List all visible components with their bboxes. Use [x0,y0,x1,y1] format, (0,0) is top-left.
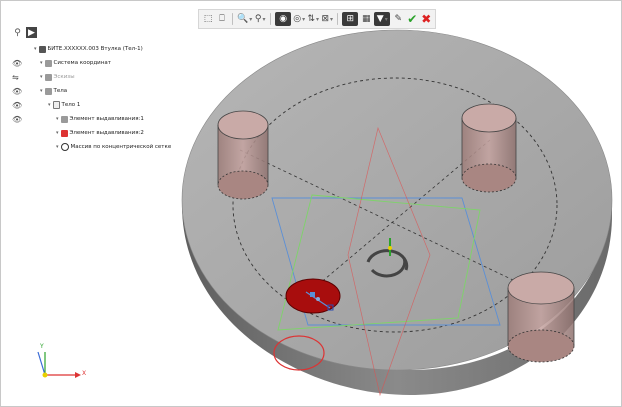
tree-node-icon [44,59,52,67]
tree-mode-icon[interactable]: ▶ [26,27,37,38]
construction-line-1 [239,149,556,301]
expand-arrow-icon[interactable]: ▾ [40,74,43,80]
dropdown-arrow-icon[interactable]: ▾ [249,15,253,23]
view-mode-icon[interactable]: ◎ ▾ [293,14,306,24]
expand-arrow-icon[interactable]: ▾ [40,60,43,66]
visibility-eye-icon[interactable]: 👁 [12,86,23,96]
visibility-eye-icon[interactable]: 👁 [12,58,23,68]
tree-node-label: Система координат [53,60,111,66]
dropdown-arrow-icon[interactable]: ▾ [330,15,334,23]
hole-cylinder-bottom-right [507,271,575,363]
pencil-icon[interactable]: ✎ [394,14,402,24]
pitch-circle [232,77,558,333]
sketch-red-outline [347,126,431,397]
dropdown-arrow-icon[interactable]: ▾ [384,15,388,23]
orient-icon[interactable]: ⚲ ▾ [254,14,266,24]
tree-node-label: БИТЕ.XXXXXX.003 Втулка (Тел-1) [47,46,143,52]
display-mode-icon[interactable]: ◉ [275,12,292,26]
tree-root[interactable]: ▾ БИТЕ.XXXXXX.003 Втулка (Тел-1) [12,42,202,56]
visibility-eye-icon[interactable]: ⇋ [12,72,19,82]
measure-icon[interactable]: ⊠ ▾ [321,14,334,24]
zoom-icon[interactable]: 🔍 ▾ [237,14,253,24]
tree-node-label: Элемент выдавливания:2 [69,130,144,136]
tree-coordinate-system[interactable]: 👁 ▾ Система координат [12,56,202,70]
tree-concentric-array[interactable]: ▾ Массив по концентрической сетке [12,140,202,154]
confirm-check-icon[interactable]: ✔ [407,12,418,26]
tree-node-icon [44,73,52,81]
dropdown-arrow-icon[interactable]: ▾ [316,15,320,23]
dropdown-arrow-icon[interactable]: ▾ [262,15,266,23]
constraints-icon[interactable]: ⊞ [342,12,359,26]
filter-icon[interactable]: ▼ ▾ [374,12,391,26]
sketch-plane-icon[interactable]: ⎕ [219,14,225,24]
tree-node-label: Тело 1 [61,102,81,108]
sketch-plane-green [277,194,481,331]
visibility-eye-icon[interactable]: 👁 [12,100,23,110]
filter-icon[interactable]: ⚲ [14,27,21,38]
axis-triad [37,351,81,378]
expand-arrow-icon[interactable]: ▾ [34,46,37,52]
toolbar-separator [270,13,272,25]
hole-cylinder-top-left [217,110,269,200]
tree-sketches[interactable]: ⇋ ▾ Эскизы [12,70,202,84]
expand-arrow-icon[interactable]: ▾ [40,88,43,94]
x-axis-label: X [82,370,87,377]
tree-bodies[interactable]: 👁 ▾ Тела [12,84,202,98]
section-icon[interactable]: ⇅ ▾ [307,14,320,24]
tree-node-icon [38,45,46,53]
rotation-gizmo-icon[interactable] [366,238,409,278]
tree-node-label: Элемент выдавливания:1 [69,116,144,122]
model-tree: ▾ БИТЕ.XXXXXX.003 Втулка (Тел-1) 👁 ▾ Система… [12,42,202,154]
tree-node-label: Массив по концентрической сетке [70,144,172,150]
y-axis-label: Y [40,343,44,350]
tree-extrude-1[interactable]: 👁 ▾ Элемент выдавливания:1 [12,112,202,126]
new-sketch-icon[interactable]: ⬚ [203,14,213,24]
dropdown-arrow-icon[interactable]: ▾ [302,15,306,23]
construction-line-2 [299,139,491,301]
tree-node-icon [60,115,68,123]
top-toolbar: ⬚ ⎕ 🔍 ▾ ⚲ ▾ ◉ ◎ ▾ ⇅ ▾ ⊠ ▾ ⊞ ▦ ▼ ▾ ✎ ✔ ✖ [198,9,437,29]
expand-arrow-icon[interactable]: ▾ [56,116,59,122]
expand-arrow-icon[interactable]: ▾ [56,130,59,136]
tree-node-icon [44,87,52,95]
sketch-circle-red [273,335,325,371]
tree-node-label: Тела [53,88,68,94]
tree-node-icon [52,101,60,109]
hole-cylinder-top-right [461,103,517,193]
toolbar-separator [232,13,233,25]
expand-arrow-icon[interactable]: ▾ [48,102,51,108]
visibility-eye-icon[interactable]: 👁 [12,114,23,124]
tree-node-icon [60,129,68,137]
tree-extrude-2[interactable]: ▾ Элемент выдавливания:2 [12,126,202,140]
tree-header: ⚲ ▶ [12,27,37,38]
tree-node-icon [60,143,69,151]
toolbar-separator [337,13,339,25]
tree-body-1[interactable]: 👁 ▾ Тело 1 [12,98,202,112]
selected-hole[interactable] [285,278,341,314]
tree-node-label: Эскизы [53,74,75,80]
cancel-x-icon[interactable]: ✖ [421,12,432,26]
expand-arrow-icon[interactable]: ▾ [56,144,59,150]
grid-icon[interactable]: ▦ [361,14,371,24]
